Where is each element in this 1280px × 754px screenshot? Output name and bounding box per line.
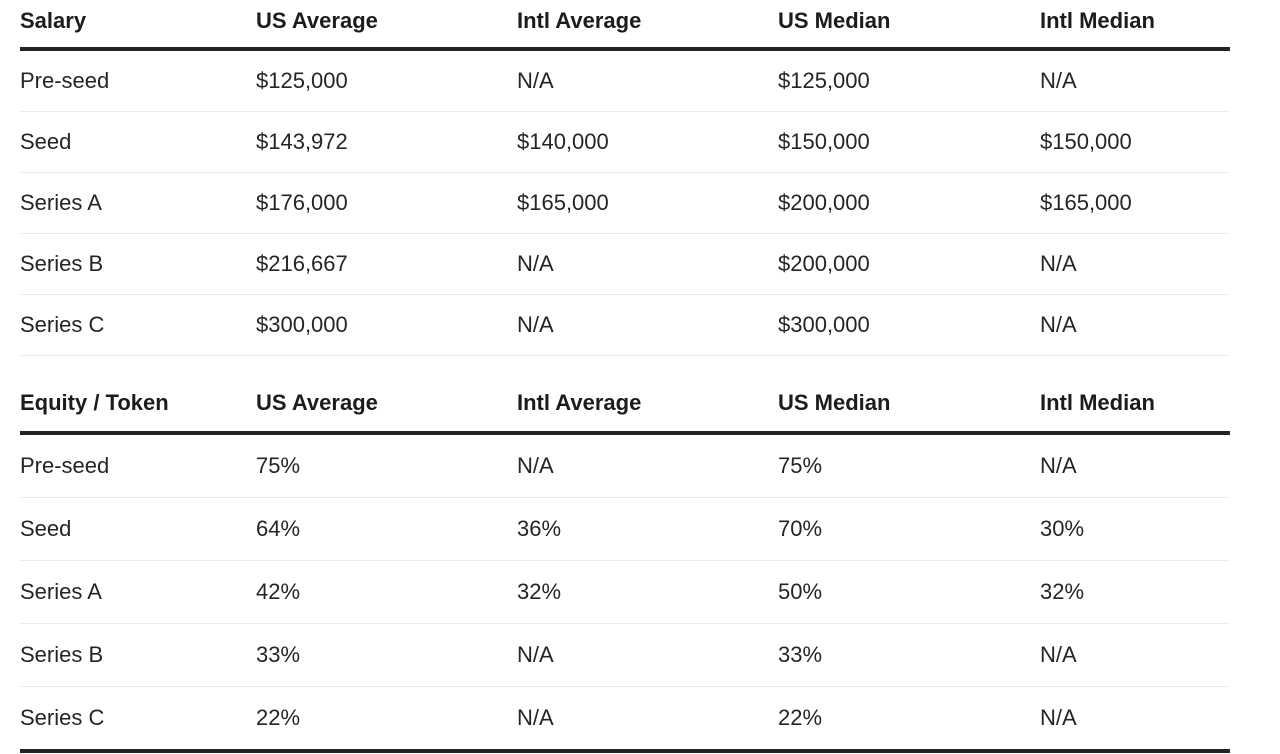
cell-value: N/A (517, 623, 778, 687)
cell-value: N/A (517, 433, 778, 498)
cell-value: $125,000 (778, 49, 1040, 112)
row-label: Series C (20, 294, 256, 356)
cell-value: 75% (778, 433, 1040, 498)
equity-token-table-body: Pre-seed 75% N/A 75% N/A Seed 64% 36% 70% 30% Seri… (20, 433, 1230, 753)
salary-table-body: Pre-seed $125,000 N/A $125,000 N/A Seed $143,9… (20, 49, 1230, 356)
cell-value: $165,000 (1040, 172, 1230, 234)
cell-value: $300,000 (256, 294, 517, 356)
row-label: Series C (20, 686, 256, 753)
table-row: Seed $143,972 $140,000 $150,000 $150,000 (20, 111, 1230, 173)
cell-value: $300,000 (778, 294, 1040, 356)
cell-value: 22% (256, 686, 517, 753)
row-label: Seed (20, 497, 256, 561)
cell-value: 30% (1040, 497, 1230, 561)
column-header: Intl Median (1040, 0, 1230, 51)
table-row: Pre-seed 75% N/A 75% N/A (20, 433, 1230, 498)
cell-value: 33% (778, 623, 1040, 687)
cell-value: $140,000 (517, 111, 778, 173)
header-row: Equity / Token US Average Intl Average US M… (20, 378, 1230, 435)
table-title-header: Salary (20, 0, 256, 51)
cell-value: $165,000 (517, 172, 778, 234)
cell-value: N/A (1040, 294, 1230, 356)
cell-value: N/A (1040, 623, 1230, 687)
table-row: Series C $300,000 N/A $300,000 N/A (20, 294, 1230, 356)
column-header: US Median (778, 378, 1040, 435)
cell-value: $143,972 (256, 111, 517, 173)
cell-value: $150,000 (1040, 111, 1230, 173)
column-header: US Average (256, 0, 517, 51)
cell-value: $200,000 (778, 233, 1040, 295)
column-header: US Average (256, 378, 517, 435)
row-label: Series B (20, 233, 256, 295)
row-label: Series A (20, 172, 256, 234)
cell-value: N/A (517, 686, 778, 753)
cell-value: N/A (517, 49, 778, 112)
row-label: Pre-seed (20, 433, 256, 498)
cell-value: N/A (517, 233, 778, 295)
header-row: Salary US Average Intl Average US Median Int… (20, 0, 1230, 51)
salary-table-header: Salary US Average Intl Average US Median Int… (20, 0, 1230, 51)
cell-value: 50% (778, 560, 1040, 624)
cell-value: 22% (778, 686, 1040, 753)
cell-value: 32% (1040, 560, 1230, 624)
cell-value: 64% (256, 497, 517, 561)
cell-value: $216,667 (256, 233, 517, 295)
table-row: Series A 42% 32% 50% 32% (20, 560, 1230, 624)
table-row: Series A $176,000 $165,000 $200,000 $165,000 (20, 172, 1230, 234)
cell-value: $200,000 (778, 172, 1040, 234)
row-label: Series A (20, 560, 256, 624)
table-row: Series B $216,667 N/A $200,000 N/A (20, 233, 1230, 295)
table-row: Seed 64% 36% 70% 30% (20, 497, 1230, 561)
cell-value: $150,000 (778, 111, 1040, 173)
equity-token-table-header: Equity / Token US Average Intl Average US M… (20, 378, 1230, 435)
row-label: Pre-seed (20, 49, 256, 112)
cell-value: N/A (1040, 233, 1230, 295)
cell-value: $125,000 (256, 49, 517, 112)
cell-value: N/A (517, 294, 778, 356)
cell-value: 33% (256, 623, 517, 687)
table-row: Pre-seed $125,000 N/A $125,000 N/A (20, 49, 1230, 112)
cell-value: 42% (256, 560, 517, 624)
row-label: Seed (20, 111, 256, 173)
cell-value: 75% (256, 433, 517, 498)
table-row: Series B 33% N/A 33% N/A (20, 623, 1230, 687)
cell-value: N/A (1040, 433, 1230, 498)
salary-table: Salary US Average Intl Average US Median Int… (20, 0, 1230, 356)
equity-token-table: Equity / Token US Average Intl Average US M… (20, 378, 1230, 753)
cell-value: N/A (1040, 49, 1230, 112)
cell-value: $176,000 (256, 172, 517, 234)
cell-value: N/A (1040, 686, 1230, 753)
cell-value: 36% (517, 497, 778, 561)
column-header: Intl Average (517, 0, 778, 51)
table-title-header: Equity / Token (20, 378, 256, 435)
column-header: US Median (778, 0, 1040, 51)
cell-value: 70% (778, 497, 1040, 561)
column-header: Intl Median (1040, 378, 1230, 435)
row-label: Series B (20, 623, 256, 687)
table-row: Series C 22% N/A 22% N/A (20, 686, 1230, 753)
cell-value: 32% (517, 560, 778, 624)
column-header: Intl Average (517, 378, 778, 435)
